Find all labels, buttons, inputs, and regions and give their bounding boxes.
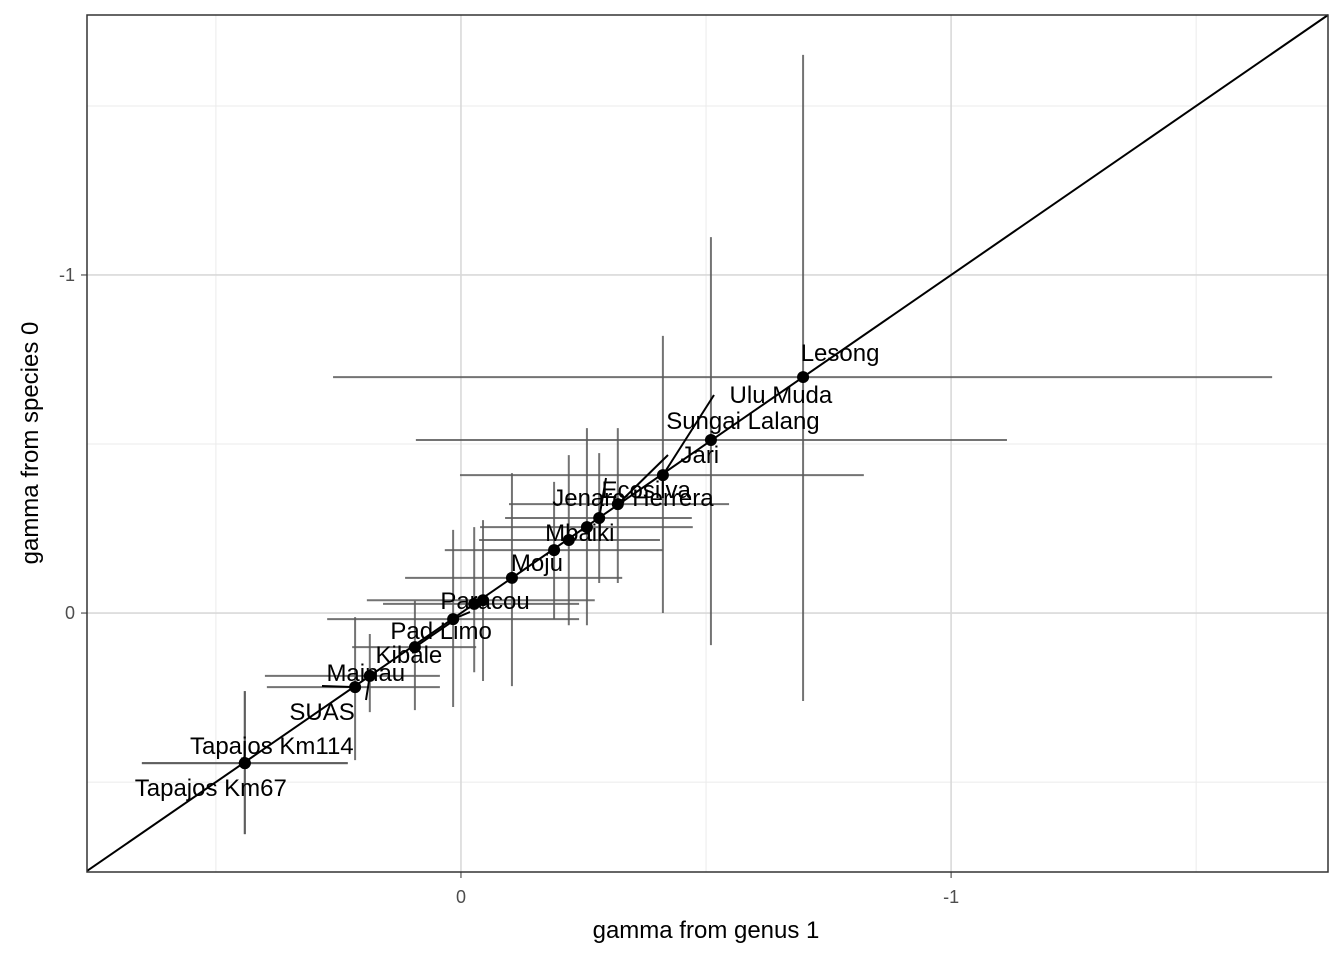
point	[505, 571, 518, 584]
point	[408, 641, 421, 654]
label-leader	[662, 394, 715, 476]
point	[363, 669, 376, 682]
point-label: Mainau	[326, 660, 405, 687]
point-label: Paracou	[440, 588, 529, 615]
x-tick-label: 0	[456, 887, 466, 907]
point-label: Sungai Lalang	[666, 408, 819, 435]
point	[548, 544, 561, 557]
point-label: Ecosilva	[601, 477, 691, 504]
point	[611, 498, 624, 511]
point	[468, 597, 481, 610]
point	[797, 371, 810, 384]
point-label: Kibale	[376, 642, 443, 669]
point-label: Lesong	[801, 340, 880, 367]
point-label: SUAS	[289, 699, 354, 726]
point-label: Jari	[680, 442, 719, 469]
point	[580, 521, 593, 534]
point	[349, 681, 362, 694]
panel-border	[86, 14, 1329, 873]
point-label: Tapajos Km67	[135, 775, 287, 802]
y-tick-label: -1	[59, 265, 75, 285]
label-leader	[414, 620, 454, 649]
point	[656, 469, 669, 482]
x-tick-label: -1	[943, 887, 959, 907]
point-label: Jenaro Herrera	[552, 485, 714, 512]
point	[704, 433, 717, 446]
point	[447, 613, 460, 626]
y-tick-label: 0	[65, 603, 75, 623]
point-label: Mbaiki	[545, 520, 614, 547]
point-label: Ulu Muda	[730, 382, 833, 409]
label-leader	[598, 477, 607, 519]
point-label: Moju	[511, 550, 563, 577]
x-axis-label: gamma from genus 1	[593, 917, 820, 944]
y-axis-label: gamma from species 0	[17, 322, 44, 565]
label-leader	[617, 454, 669, 505]
point	[562, 534, 575, 547]
point	[593, 512, 606, 525]
point	[238, 757, 251, 770]
point-label: Tapajos Km114	[190, 733, 354, 760]
point-label: Pad Limo	[390, 618, 491, 645]
